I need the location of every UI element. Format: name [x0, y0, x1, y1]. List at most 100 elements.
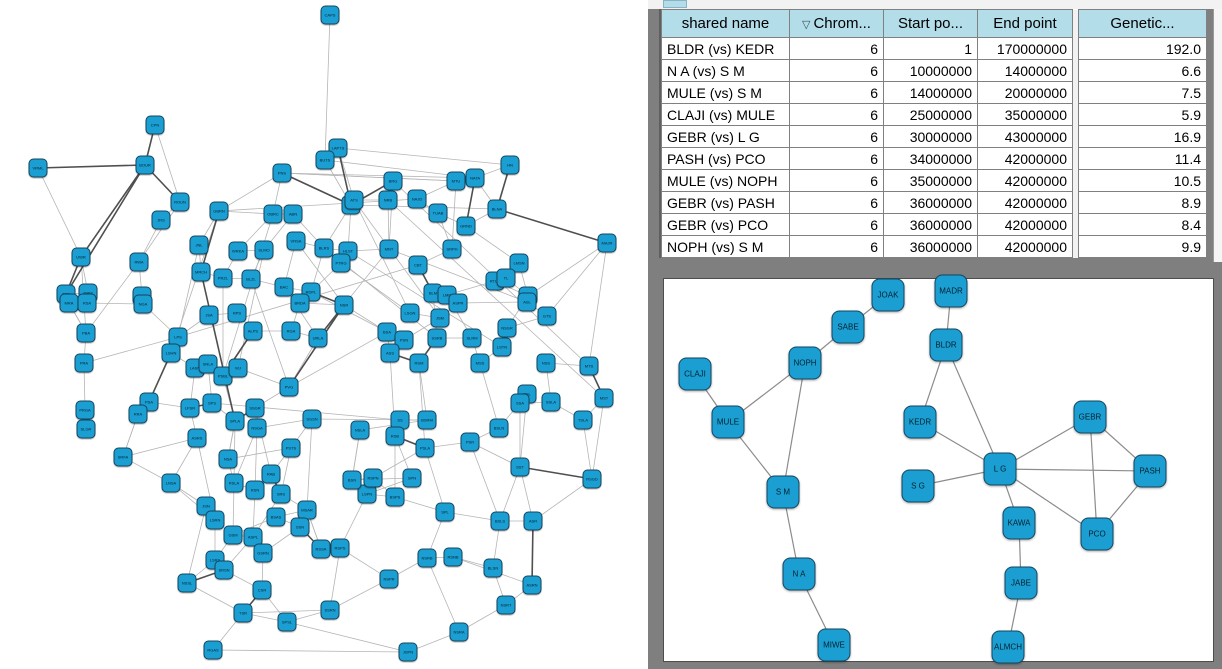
network-node-blna[interactable]: BLNA	[487, 199, 507, 219]
network-node-srs[interactable]: SRS	[271, 484, 291, 504]
network-node-psts[interactable]: PSTS	[281, 438, 301, 458]
network-node-tl[interactable]: TL	[496, 268, 516, 288]
network-node-n-a[interactable]: N A	[782, 557, 816, 591]
network-node-ptrg[interactable]: PTRG	[331, 253, 351, 273]
network-node-asrs[interactable]: ASRS	[187, 428, 207, 448]
network-node-jnl[interactable]: JNL	[189, 235, 209, 255]
network-node-gsrn[interactable]: GSRN	[253, 543, 273, 563]
network-node-rsla[interactable]: RSLA	[224, 473, 244, 493]
network-node-urla[interactable]: URLA	[308, 328, 328, 348]
network-node-gebr[interactable]: GEBR	[1073, 400, 1107, 434]
network-node-ass[interactable]: ASS	[380, 343, 400, 363]
network-node-rra[interactable]: RRA	[128, 404, 148, 424]
network-node-slgr[interactable]: SLGR	[76, 419, 96, 439]
network-node-sst[interactable]: SST	[510, 457, 530, 477]
network-node-rps[interactable]: RPS	[227, 303, 247, 323]
network-node-mule[interactable]: MULE	[711, 405, 745, 439]
network-node-rwa[interactable]: RWA	[129, 252, 149, 272]
network-node-alps[interactable]: ALPS	[243, 321, 263, 341]
network-node-ssn[interactable]: SSN	[290, 517, 310, 537]
network-node-lnsa[interactable]: LNSA	[161, 473, 181, 493]
network-node-aspl[interactable]: ASPL	[243, 527, 263, 547]
network-node-l-g[interactable]: L G	[983, 452, 1017, 486]
sub-network-panel[interactable]: JOAK MADR SABE BLDR NOPH CLAJI MULE KEDR GEBR L G…	[663, 274, 1214, 664]
network-node-tsla[interactable]: TSLA	[573, 410, 593, 430]
table-row[interactable]: GEBR (vs) PASH 6 36000000 42000000 8.9	[661, 191, 1207, 214]
network-node-pash[interactable]: PASH	[1133, 454, 1167, 488]
network-node-sabe[interactable]: SABE	[831, 310, 865, 344]
network-node-lstn[interactable]: LSTN	[492, 337, 512, 357]
table-row[interactable]: NOPH (vs) S M 6 36000000 42000000 9.9	[661, 235, 1207, 258]
network-node-prga[interactable]: PRGA	[75, 400, 95, 420]
network-node-roun[interactable]: ROUN	[170, 192, 190, 212]
network-node-hn[interactable]: HN	[500, 155, 520, 175]
table-row[interactable]: GEBR (vs) L G 6 30000000 43000000 16.9	[661, 125, 1207, 148]
network-node-nsgr[interactable]: NSGR	[497, 318, 517, 338]
network-node-kawa[interactable]: KAWA	[1002, 506, 1036, 540]
table-scrollbar[interactable]	[1213, 9, 1222, 262]
network-node-abn[interactable]: ABN	[283, 204, 303, 224]
network-node-grnd[interactable]: GRND	[456, 216, 476, 236]
network-node-slmo[interactable]: SLMO	[254, 240, 274, 260]
main-network-panel[interactable]: CAPS CPN VRML BOUR PNS LAPTS BUTS BRG NRB ROUN JRS…	[0, 0, 648, 669]
network-node-mtu[interactable]: MTU	[446, 171, 466, 191]
network-node-buts[interactable]: BUTS	[315, 150, 335, 170]
network-node-almch[interactable]: ALMCH	[991, 630, 1025, 664]
network-node-lshn[interactable]: LSHN	[161, 343, 181, 363]
network-node-bac[interactable]: BAC	[274, 277, 294, 297]
network-node-brda[interactable]: BRDA	[290, 293, 310, 313]
network-node-jsm[interactable]: JSM	[430, 308, 450, 328]
network-node-rspn[interactable]: RSPN	[363, 468, 383, 488]
table-row[interactable]: MULE (vs) S M 6 14000000 20000000 7.5	[661, 81, 1207, 104]
table-panel-tab[interactable]	[663, 0, 687, 8]
network-node-mrch[interactable]: MRCH	[191, 262, 211, 282]
network-node-cpn[interactable]: CPN	[145, 115, 165, 135]
network-node-obrc[interactable]: OBRC	[263, 204, 283, 224]
network-node-rab[interactable]: RAB	[261, 464, 281, 484]
network-node-asl[interactable]: ASL	[517, 292, 537, 312]
network-node-bsn[interactable]: BSN	[342, 470, 362, 490]
table-row[interactable]: N A (vs) S M 6 10000000 14000000 6.6	[661, 59, 1207, 82]
network-node-ssrb[interactable]: SSRB	[427, 328, 447, 348]
network-node-blsn[interactable]: BLSN	[483, 558, 503, 578]
network-node-nss[interactable]: NSS	[536, 353, 556, 373]
network-node-pns[interactable]: PNS	[272, 163, 292, 183]
network-node-rgas[interactable]: RGAS	[203, 640, 223, 660]
network-node-pba[interactable]: PBA	[76, 323, 96, 343]
network-node-nsga[interactable]: NSGA	[247, 418, 267, 438]
network-node-nspr[interactable]: NSPR	[379, 569, 399, 589]
network-node-bour[interactable]: BOUR	[135, 155, 155, 175]
network-node-nssl[interactable]: NSSL	[177, 573, 197, 593]
network-node-slrm[interactable]: SLRM	[462, 328, 482, 348]
network-node-tuab[interactable]: TUAB	[428, 203, 448, 223]
network-node-kedr[interactable]: KEDR	[903, 405, 937, 439]
network-node-spl[interactable]: SPL	[435, 502, 455, 522]
filter-icon[interactable]: ▽	[802, 19, 811, 31]
column-header-shared-name[interactable]: shared name	[661, 9, 790, 38]
network-node-asrn[interactable]: ASRN	[522, 575, 542, 595]
column-header-start-po---[interactable]: Start po...	[883, 9, 978, 38]
network-node-spsl[interactable]: SPSL	[277, 612, 297, 632]
network-node-uwr[interactable]: UWR	[71, 247, 91, 267]
network-node-ssgr[interactable]: SSGR	[245, 398, 265, 418]
network-node-nata[interactable]: NATA	[465, 168, 485, 188]
network-node-bsa[interactable]: BSA	[377, 322, 397, 342]
network-node-nsa[interactable]: NSA	[218, 449, 238, 469]
network-node-jabe[interactable]: JABE	[1004, 566, 1038, 600]
network-node-bsls[interactable]: BSLS	[490, 511, 510, 531]
network-node-ats[interactable]: ATS	[344, 190, 364, 210]
column-header-genetic---[interactable]: Genetic...	[1078, 9, 1207, 38]
network-node-sps[interactable]: SPS	[202, 393, 222, 413]
network-node-brg[interactable]: BRG	[383, 171, 403, 191]
column-header-end-point[interactable]: End point	[977, 9, 1073, 38]
network-node-psn[interactable]: PSN	[394, 330, 414, 350]
network-node-ssla[interactable]: SSLA	[541, 392, 561, 412]
network-node-srph[interactable]: SRPH	[442, 239, 462, 259]
network-node-psla[interactable]: PSLA	[415, 438, 435, 458]
network-node-madr[interactable]: MADR	[934, 274, 968, 308]
network-node-asr[interactable]: ASR	[523, 511, 543, 531]
network-node-spla[interactable]: SPLA	[225, 411, 245, 431]
network-node-lsrn[interactable]: LSRN	[205, 510, 225, 530]
network-node-mts[interactable]: MTS	[579, 356, 599, 376]
network-node-claji[interactable]: CLAJI	[678, 357, 712, 391]
